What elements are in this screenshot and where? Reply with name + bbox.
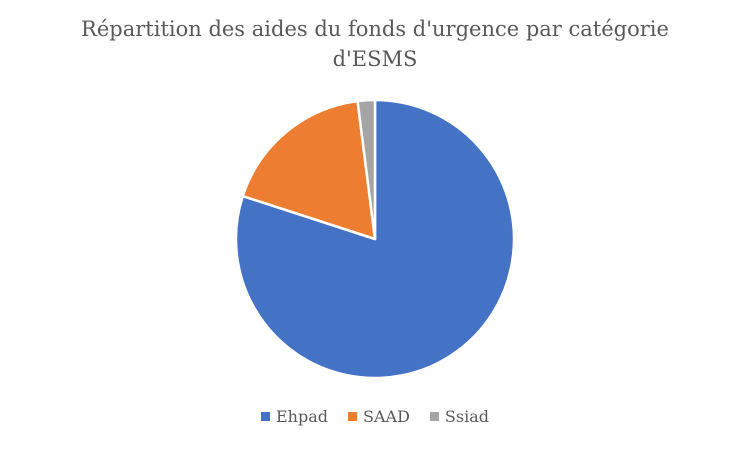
chart-title-line-1: Répartition des aides du fonds d'urgence… bbox=[81, 17, 669, 41]
legend: Ehpad SAAD Ssiad bbox=[0, 407, 750, 426]
legend-label-ehpad: Ehpad bbox=[276, 407, 329, 426]
chart-title: Répartition des aides du fonds d'urgence… bbox=[0, 14, 750, 74]
legend-item-ehpad: Ehpad bbox=[261, 407, 328, 426]
pie-slice-ssiad bbox=[356, 98, 377, 241]
legend-label-ssiad: Ssiad bbox=[444, 407, 489, 426]
legend-swatch-saad bbox=[348, 412, 358, 421]
chart-title-line-2: d'ESMS bbox=[332, 47, 418, 71]
legend-item-saad: SAAD bbox=[348, 407, 410, 426]
legend-swatch-ssiad bbox=[429, 412, 439, 421]
legend-item-ssiad: Ssiad bbox=[429, 407, 489, 426]
pie-slice-saad bbox=[241, 99, 377, 241]
legend-swatch-ehpad bbox=[261, 412, 270, 421]
legend-label-saad: SAAD bbox=[363, 407, 410, 426]
